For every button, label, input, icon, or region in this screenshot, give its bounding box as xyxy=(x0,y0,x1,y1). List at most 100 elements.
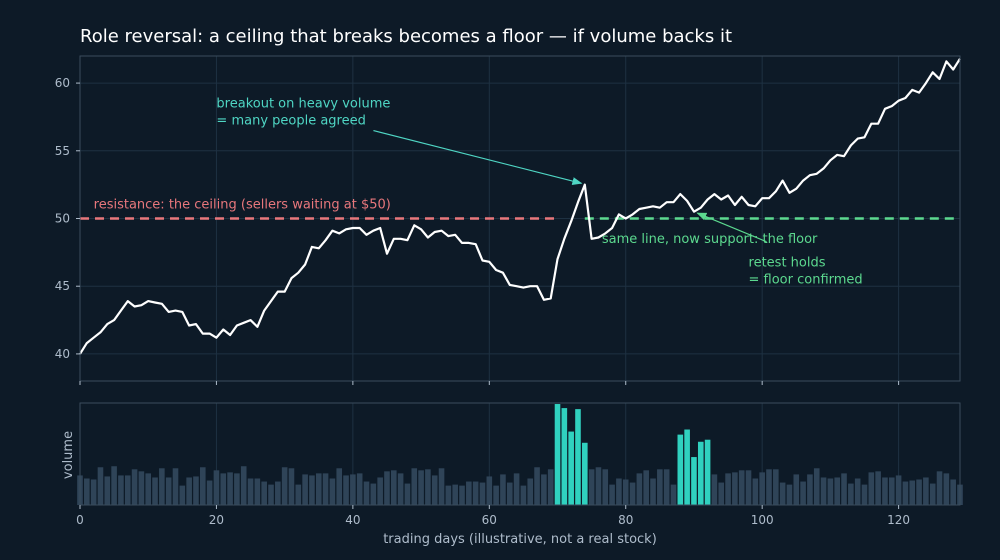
volume-bar xyxy=(841,473,847,505)
volume-bar xyxy=(807,474,813,505)
y-tick-label: 55 xyxy=(55,144,70,158)
volume-bar xyxy=(315,473,322,505)
volume-bar xyxy=(500,474,506,505)
breakout-arrow xyxy=(373,130,583,185)
volume-bar xyxy=(929,483,936,505)
volume-bar xyxy=(104,476,111,505)
price-line xyxy=(79,58,961,355)
volume-bar xyxy=(179,485,186,505)
volume-bar xyxy=(663,469,670,505)
annotations: breakout on heavy volume = many people ag… xyxy=(216,97,862,288)
volume-bar xyxy=(397,473,404,505)
volume-bar xyxy=(643,470,649,505)
volume-bar xyxy=(936,471,943,505)
volume-bar xyxy=(363,481,370,505)
volume-bar xyxy=(472,481,479,505)
volume-bar xyxy=(759,472,765,505)
price-series xyxy=(79,58,961,355)
volume-bar xyxy=(895,475,902,505)
volume-bar xyxy=(425,469,431,505)
volume-bar xyxy=(711,474,718,505)
volume-bar xyxy=(165,477,172,505)
volume-bar xyxy=(295,484,302,505)
volume-bar xyxy=(370,483,377,505)
volume-bar xyxy=(418,470,424,505)
volume-bar xyxy=(506,482,513,505)
volume-bar-highlight xyxy=(684,429,690,505)
volume-bar xyxy=(800,481,806,505)
volume-panel-frame xyxy=(79,402,961,506)
volume-bar xyxy=(923,477,929,505)
reference-lines: resistance: the ceiling (sellers waiting… xyxy=(80,198,960,247)
volume-bar xyxy=(84,478,90,505)
volume-bar xyxy=(281,467,288,505)
volume-bar xyxy=(602,469,609,505)
volume-bar xyxy=(622,479,629,505)
volume-bar xyxy=(752,478,759,505)
volume-bar xyxy=(909,480,916,505)
volume-bar xyxy=(793,474,800,505)
volume-bar xyxy=(950,479,956,505)
volume-bar xyxy=(124,475,131,505)
retest-arrow xyxy=(696,212,767,243)
volume-bar xyxy=(145,473,152,505)
retest-annotation-text: = floor confirmed xyxy=(749,273,863,288)
volume-bar xyxy=(595,467,602,505)
volume-bar xyxy=(534,467,540,505)
volume-bar xyxy=(336,468,343,505)
volume-bar xyxy=(520,485,527,505)
volume-bar xyxy=(650,478,656,505)
volume-bar xyxy=(732,472,738,505)
volume-bar xyxy=(90,479,97,505)
volume-bar xyxy=(466,481,472,505)
breakout-annotation-text: breakout on heavy volume xyxy=(216,97,390,112)
volume-bar xyxy=(288,468,295,505)
volume-bar xyxy=(206,480,213,505)
volume-bar xyxy=(438,468,445,505)
y-tick-label: 60 xyxy=(55,76,70,90)
volume-bar xyxy=(493,485,499,505)
retest-annotation-text: retest holds xyxy=(749,256,826,271)
volume-bar xyxy=(350,474,356,505)
volume-bar xyxy=(111,466,117,505)
volume-bar xyxy=(404,483,411,505)
volume-bar xyxy=(854,478,861,505)
volume-bar xyxy=(773,469,779,505)
volume-bar xyxy=(322,473,329,505)
volume-bar xyxy=(513,473,520,505)
volume-bar xyxy=(459,485,465,505)
volume-bar xyxy=(916,479,922,505)
volume-bar xyxy=(452,484,458,505)
volume-bar xyxy=(616,478,622,505)
volume-bar-highlight xyxy=(691,457,697,505)
x-tick-label: 0 xyxy=(76,513,84,527)
volume-bar xyxy=(541,474,547,505)
volume-bar xyxy=(609,484,615,505)
volume-bar xyxy=(247,478,254,505)
volume-bar xyxy=(329,478,336,505)
volume-bar xyxy=(97,467,104,505)
volume-bar xyxy=(227,472,233,505)
volume-bar xyxy=(636,473,643,505)
volume-bar xyxy=(131,469,138,505)
x-tick-label: 80 xyxy=(618,513,633,527)
volume-bar-highlight xyxy=(677,434,684,505)
volume-bar xyxy=(813,468,820,505)
resistance-label: resistance: the ceiling (sellers waiting… xyxy=(94,198,391,213)
volume-bar xyxy=(186,477,192,505)
volume-bar xyxy=(193,476,199,505)
volume-bar xyxy=(766,469,772,505)
volume-bar-highlight xyxy=(704,439,711,505)
volume-bar xyxy=(138,471,145,505)
volume-bar xyxy=(411,468,418,505)
volume-bar xyxy=(384,471,390,505)
volume-bar xyxy=(159,468,165,505)
volume-bar xyxy=(377,477,383,505)
volume-bar xyxy=(943,473,950,505)
volume-bar xyxy=(868,472,875,505)
volume-bar xyxy=(875,471,881,505)
volume-bar xyxy=(827,478,834,505)
volume-bar xyxy=(234,473,240,505)
volume-bar xyxy=(848,483,854,505)
